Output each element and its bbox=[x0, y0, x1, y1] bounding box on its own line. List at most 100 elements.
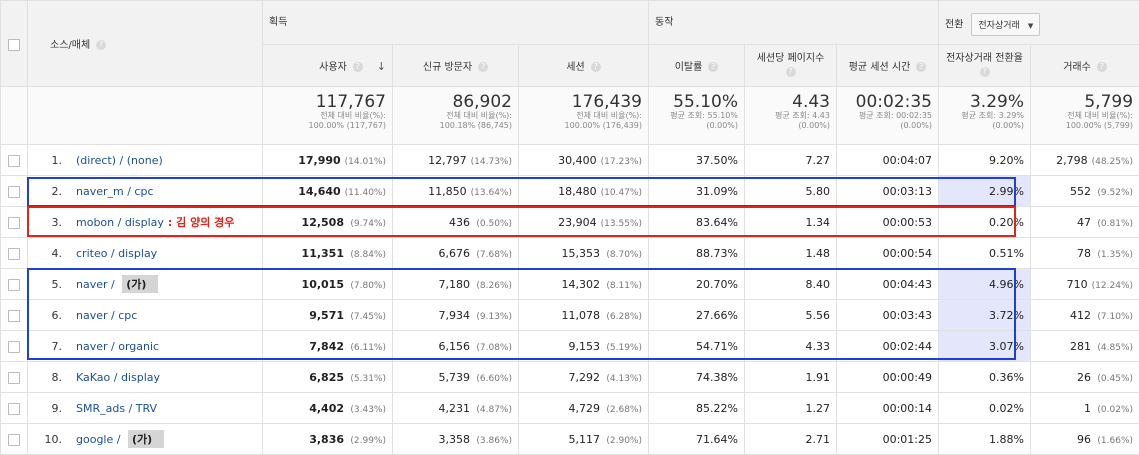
row-index: 1. bbox=[51, 153, 63, 167]
row-checkbox[interactable] bbox=[8, 433, 20, 446]
dimension-header[interactable]: 소스/매체? bbox=[27, 0, 263, 87]
question-circle-icon[interactable]: ? bbox=[1096, 62, 1107, 72]
transactions-value: 2,798 bbox=[1056, 153, 1088, 167]
source-medium-cell: 10. google / (가) bbox=[27, 423, 263, 455]
sessions-cell: 9,153 (5.19%) bbox=[518, 330, 649, 362]
users-cell: 10,015 (7.80%) bbox=[262, 268, 393, 300]
source-medium-link[interactable]: criteo / display bbox=[76, 246, 158, 260]
row-checkbox[interactable] bbox=[8, 402, 20, 415]
col-transactions[interactable]: 거래수? bbox=[1029, 44, 1139, 87]
col-users[interactable]: 사용자? ↓ bbox=[262, 44, 393, 87]
total-sessions-sub2: 100.00% (176,439) bbox=[564, 121, 642, 130]
question-circle-icon[interactable]: ? bbox=[352, 62, 363, 72]
source-medium-link[interactable]: google / bbox=[76, 433, 124, 446]
row-checkbox[interactable] bbox=[8, 216, 20, 229]
total-users: 117,767 전체 대비 비율(%): 100.00% (117,767) bbox=[262, 86, 393, 145]
sessions-pct: (13.55%) bbox=[600, 218, 642, 229]
duration-cell: 00:04:07 bbox=[836, 144, 939, 176]
row-checkbox[interactable] bbox=[8, 340, 20, 353]
sessions-pct: (6.28%) bbox=[606, 311, 642, 322]
transactions-pct: (7.10%) bbox=[1097, 311, 1134, 322]
conversion-cell: 0.20% bbox=[938, 206, 1031, 238]
row-checkbox[interactable] bbox=[8, 154, 20, 167]
total-conv-sub1: 평균 조회: 3.29% bbox=[961, 111, 1024, 120]
transactions-pct: (0.45%) bbox=[1097, 373, 1134, 384]
question-circle-icon[interactable]: ? bbox=[979, 66, 990, 77]
col-new-users[interactable]: 신규 방문자? bbox=[392, 44, 519, 87]
row-checkbox[interactable] bbox=[8, 185, 20, 198]
bounce-cell: 20.70% bbox=[648, 268, 745, 300]
source-medium-link[interactable]: KaKao / display bbox=[76, 370, 161, 384]
transactions-cell: 281 (4.85%) bbox=[1029, 330, 1139, 362]
total-pps-value: 4.43 bbox=[792, 92, 830, 112]
users-value: 6,825 bbox=[309, 370, 344, 384]
users-cell: 11,351 (8.84%) bbox=[262, 237, 393, 269]
total-duration-sub2: (0.00%) bbox=[900, 121, 932, 130]
question-circle-icon[interactable]: ? bbox=[708, 62, 719, 72]
row-checkbox[interactable] bbox=[8, 278, 20, 291]
conversion-value: 2.99% bbox=[989, 184, 1024, 198]
conversion-value: 0.02% bbox=[989, 401, 1024, 415]
total-new-users-sub2: 100.18% (86,745) bbox=[439, 121, 512, 130]
source-medium-link[interactable]: mobon / display bbox=[76, 216, 164, 229]
source-medium-link[interactable]: naver / bbox=[76, 278, 119, 291]
arrow-down-icon[interactable]: ↓ bbox=[376, 60, 386, 73]
totals-row: 117,767 전체 대비 비율(%): 100.00% (117,767) 86,… bbox=[0, 86, 1139, 145]
question-circle-icon[interactable]: ? bbox=[916, 62, 927, 72]
sessions-cell: 4,729 (2.68%) bbox=[518, 392, 649, 424]
question-circle-icon[interactable]: ? bbox=[478, 62, 489, 72]
total-duration-sub1: 평균 조회: 00:02:35 bbox=[858, 111, 932, 120]
col-pages-per-session-label: 세션당 페이지수 bbox=[756, 52, 825, 64]
col-new-users-label: 신규 방문자 bbox=[422, 62, 473, 73]
sessions-value: 23,904 bbox=[558, 215, 597, 229]
pps-value: 5.80 bbox=[805, 184, 831, 198]
col-avg-session-duration[interactable]: 평균 세션 시간? bbox=[836, 44, 939, 87]
source-medium-link[interactable]: (direct) / (none) bbox=[76, 153, 163, 167]
row-checkbox[interactable] bbox=[8, 371, 20, 384]
source-medium-link[interactable]: naver / cpc bbox=[76, 308, 138, 322]
total-sessions: 176,439 전체 대비 비율(%): 100.00% (176,439) bbox=[518, 86, 649, 145]
conversion-select[interactable]: 전자상거래 ▼ bbox=[971, 13, 1041, 36]
source-medium-link[interactable]: naver_m / cpc bbox=[76, 184, 154, 198]
bounce-value: 83.64% bbox=[696, 215, 738, 229]
sessions-cell: 11,078 (6.28%) bbox=[518, 299, 649, 331]
sessions-cell: 15,353 (8.70%) bbox=[518, 237, 649, 269]
row-checkbox[interactable] bbox=[8, 309, 20, 322]
table-row: 6. naver / cpc 9,571 (7.45%) 7,934 (9.13%) 11,… bbox=[0, 299, 1139, 331]
col-sessions[interactable]: 세션? bbox=[518, 44, 649, 87]
row-index: 2. bbox=[51, 184, 63, 198]
duration-value: 00:00:54 bbox=[882, 246, 932, 260]
pps-cell: 4.33 bbox=[744, 330, 837, 362]
sessions-value: 14,302 bbox=[561, 277, 601, 291]
question-circle-icon[interactable]: ? bbox=[590, 62, 601, 72]
transactions-value: 47 bbox=[1077, 215, 1092, 229]
sessions-value: 11,078 bbox=[561, 308, 601, 322]
bounce-cell: 27.66% bbox=[648, 299, 745, 331]
pps-cell: 5.56 bbox=[744, 299, 837, 331]
col-bounce-rate[interactable]: 이탈률? bbox=[648, 44, 745, 87]
duration-value: 00:04:07 bbox=[882, 153, 932, 167]
users-pct: (14.01%) bbox=[344, 156, 386, 167]
conversion-value: 0.20% bbox=[989, 215, 1024, 229]
new-users-value: 5,739 bbox=[438, 370, 471, 384]
new-users-cell: 11,850 (13.64%) bbox=[392, 175, 519, 207]
total-conv-value: 3.29% bbox=[969, 92, 1024, 112]
transactions-cell: 26 (0.45%) bbox=[1029, 361, 1139, 393]
transactions-value: 412 bbox=[1070, 308, 1092, 322]
question-circle-icon[interactable]: ? bbox=[96, 40, 107, 50]
bounce-cell: 31.09% bbox=[648, 175, 745, 207]
question-circle-icon[interactable]: ? bbox=[785, 66, 796, 77]
select-all-checkbox[interactable] bbox=[8, 38, 20, 51]
source-medium-link[interactable]: naver / organic bbox=[76, 339, 160, 353]
users-cell: 9,571 (7.45%) bbox=[262, 299, 393, 331]
new-users-value: 7,934 bbox=[438, 308, 471, 322]
transactions-value: 26 bbox=[1077, 370, 1092, 384]
source-medium-link[interactable]: SMR_ads / TRV bbox=[76, 401, 158, 415]
col-pages-per-session[interactable]: 세션당 페이지수? bbox=[744, 44, 837, 87]
row-checkbox[interactable] bbox=[8, 247, 20, 260]
transactions-value: 281 bbox=[1070, 339, 1092, 353]
col-conversion-rate[interactable]: 전자상거래 전환율? bbox=[938, 44, 1031, 87]
source-medium-cell: 8. KaKao / display bbox=[27, 361, 263, 393]
new-users-cell: 6,156 (7.08%) bbox=[392, 330, 519, 362]
